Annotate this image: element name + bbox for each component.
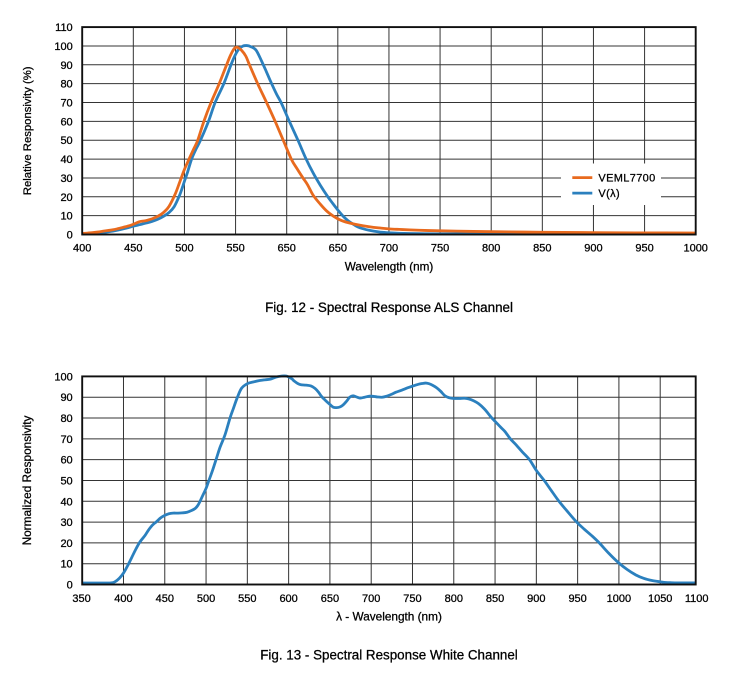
svg-text:λ - Wavelength (nm): λ - Wavelength (nm) <box>336 610 442 624</box>
svg-text:600: 600 <box>279 593 297 605</box>
svg-text:20: 20 <box>60 538 72 550</box>
svg-text:900: 900 <box>584 242 602 254</box>
svg-text:450: 450 <box>124 242 142 254</box>
svg-text:70: 70 <box>60 98 72 110</box>
svg-text:700: 700 <box>380 242 398 254</box>
svg-text:90: 90 <box>60 392 72 404</box>
svg-text:50: 50 <box>60 135 72 147</box>
svg-text:1050: 1050 <box>648 593 672 605</box>
svg-text:500: 500 <box>175 242 193 254</box>
svg-text:550: 550 <box>226 242 244 254</box>
svg-text:30: 30 <box>60 173 72 185</box>
svg-text:0: 0 <box>67 230 73 242</box>
svg-text:850: 850 <box>533 242 551 254</box>
svg-text:10: 10 <box>60 211 72 223</box>
svg-text:400: 400 <box>114 593 132 605</box>
svg-text:800: 800 <box>482 242 500 254</box>
svg-text:650: 650 <box>321 593 339 605</box>
svg-text:80: 80 <box>60 413 72 425</box>
svg-text:90: 90 <box>60 60 72 72</box>
svg-text:Relative Responsivity (%): Relative Responsivity (%) <box>22 66 34 195</box>
svg-text:110: 110 <box>55 22 73 34</box>
svg-text:650: 650 <box>278 242 296 254</box>
svg-text:VEML7700: VEML7700 <box>598 173 655 185</box>
svg-text:550: 550 <box>238 593 256 605</box>
svg-text:0: 0 <box>67 580 73 592</box>
svg-text:40: 40 <box>60 154 72 166</box>
svg-text:Fig. 12 - Spectral Response AL: Fig. 12 - Spectral Response ALS Channel <box>265 300 513 315</box>
svg-text:1000: 1000 <box>683 242 707 254</box>
svg-text:40: 40 <box>60 496 72 508</box>
svg-text:650: 650 <box>329 242 347 254</box>
svg-text:1000: 1000 <box>607 593 631 605</box>
svg-text:10: 10 <box>60 559 72 571</box>
svg-text:Normalized Responsivity: Normalized Responsivity <box>20 415 34 545</box>
svg-text:20: 20 <box>60 192 72 204</box>
svg-text:1100: 1100 <box>685 593 709 605</box>
svg-text:Wavelength (nm): Wavelength (nm) <box>345 261 434 274</box>
svg-text:800: 800 <box>445 593 463 605</box>
svg-text:350: 350 <box>72 593 90 605</box>
svg-text:950: 950 <box>635 242 653 254</box>
svg-text:50: 50 <box>60 475 72 487</box>
svg-text:850: 850 <box>486 593 504 605</box>
svg-text:950: 950 <box>568 593 586 605</box>
svg-text:60: 60 <box>60 455 72 467</box>
svg-text:100: 100 <box>54 41 72 53</box>
svg-text:100: 100 <box>54 371 72 383</box>
svg-text:750: 750 <box>431 242 449 254</box>
svg-text:70: 70 <box>60 434 72 446</box>
svg-text:80: 80 <box>60 79 72 91</box>
svg-text:500: 500 <box>197 593 215 605</box>
svg-text:900: 900 <box>527 593 545 605</box>
svg-text:700: 700 <box>362 593 380 605</box>
svg-text:400: 400 <box>73 242 91 254</box>
svg-text:750: 750 <box>403 593 421 605</box>
svg-text:V(λ): V(λ) <box>598 188 620 200</box>
svg-text:450: 450 <box>156 593 174 605</box>
svg-text:60: 60 <box>60 116 72 128</box>
svg-text:Fig. 13 - Spectral Response Wh: Fig. 13 - Spectral Response White Channe… <box>260 648 518 663</box>
svg-text:30: 30 <box>60 517 72 529</box>
